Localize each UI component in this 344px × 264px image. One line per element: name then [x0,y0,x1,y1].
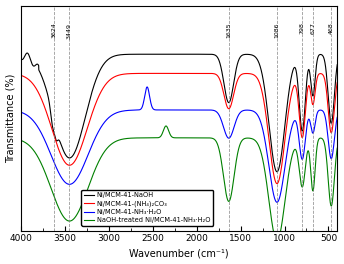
Legend: Ni/MCM-41-NaOH, Ni/MCM-41-(NH₄)₂CO₃, Ni/MCM-41-NH₃·H₂O, NaOH-treated Ni/MCM-41-N: Ni/MCM-41-NaOH, Ni/MCM-41-(NH₄)₂CO₃, Ni/… [81,190,213,225]
Line: Ni/MCM-41-(NH₄)₂CO₃: Ni/MCM-41-(NH₄)₂CO₃ [21,73,337,184]
NaOH-treated Ni/MCM-41-NH₃·H₂O [249,137,253,140]
Ni/MCM-41-NaOH [25,51,29,55]
Ni/MCM-41-NaOH [335,63,339,66]
Text: 798: 798 [300,22,305,34]
Line: Ni/MCM-41-NH₃·H₂O: Ni/MCM-41-NH₃·H₂O [21,87,337,202]
Ni/MCM-41-NaOH [249,53,253,56]
Text: 677: 677 [310,22,315,34]
Ni/MCM-41-NH₃·H₂O [152,108,156,111]
Line: Ni/MCM-41-NaOH: Ni/MCM-41-NaOH [21,53,337,172]
Ni/MCM-41-NaOH [152,53,156,56]
Text: 3624: 3624 [52,22,57,38]
Ni/MCM-41-NH₃·H₂O [310,130,314,133]
Ni/MCM-41-(NH₄)₂CO₃ [169,72,173,75]
Ni/MCM-41-(NH₄)₂CO₃ [19,74,23,77]
Ni/MCM-41-NH₃·H₂O [326,133,330,136]
Ni/MCM-41-(NH₄)₂CO₃ [152,72,156,75]
Ni/MCM-41-(NH₄)₂CO₃ [310,101,314,104]
Ni/MCM-41-NH₃·H₂O [275,201,279,204]
Ni/MCM-41-NaOH [169,53,173,56]
Text: 1635: 1635 [226,22,231,38]
Ni/MCM-41-NH₃·H₂O [249,109,253,112]
NaOH-treated Ni/MCM-41-NH₃·H₂O [164,124,168,128]
Ni/MCM-41-NaOH [275,170,279,173]
Y-axis label: Transmittance (%): Transmittance (%) [6,74,15,163]
Ni/MCM-41-NaOH [19,57,23,60]
NaOH-treated Ni/MCM-41-NH₃·H₂O [19,139,23,142]
NaOH-treated Ni/MCM-41-NH₃·H₂O [272,235,277,238]
NaOH-treated Ni/MCM-41-NH₃·H₂O [335,147,339,150]
Ni/MCM-41-(NH₄)₂CO₃ [335,81,339,84]
Ni/MCM-41-(NH₄)₂CO₃ [326,102,330,105]
Text: 3449: 3449 [67,22,72,39]
Ni/MCM-41-NaOH [310,91,314,94]
Ni/MCM-41-NH₃·H₂O [19,111,23,114]
Ni/MCM-41-(NH₄)₂CO₃ [154,72,159,75]
Ni/MCM-41-NH₃·H₂O [335,116,339,119]
Ni/MCM-41-NH₃·H₂O [169,108,173,111]
Ni/MCM-41-NH₃·H₂O [145,85,149,88]
Ni/MCM-41-(NH₄)₂CO₃ [192,72,196,75]
NaOH-treated Ni/MCM-41-NH₃·H₂O [310,185,314,188]
Ni/MCM-41-NaOH [154,53,159,56]
Line: NaOH-treated Ni/MCM-41-NH₃·H₂O: NaOH-treated Ni/MCM-41-NH₃·H₂O [21,126,337,236]
NaOH-treated Ni/MCM-41-NH₃·H₂O [152,136,156,139]
Ni/MCM-41-(NH₄)₂CO₃ [249,72,253,76]
NaOH-treated Ni/MCM-41-NH₃·H₂O [169,135,173,138]
Ni/MCM-41-NH₃·H₂O [154,108,159,111]
NaOH-treated Ni/MCM-41-NH₃·H₂O [154,136,159,139]
Text: 468: 468 [329,22,334,34]
Ni/MCM-41-NaOH [326,88,330,91]
Ni/MCM-41-(NH₄)₂CO₃ [275,182,279,185]
X-axis label: Wavenumber (cm⁻¹): Wavenumber (cm⁻¹) [129,248,229,258]
Text: 1086: 1086 [275,22,279,38]
NaOH-treated Ni/MCM-41-NH₃·H₂O [326,171,330,174]
